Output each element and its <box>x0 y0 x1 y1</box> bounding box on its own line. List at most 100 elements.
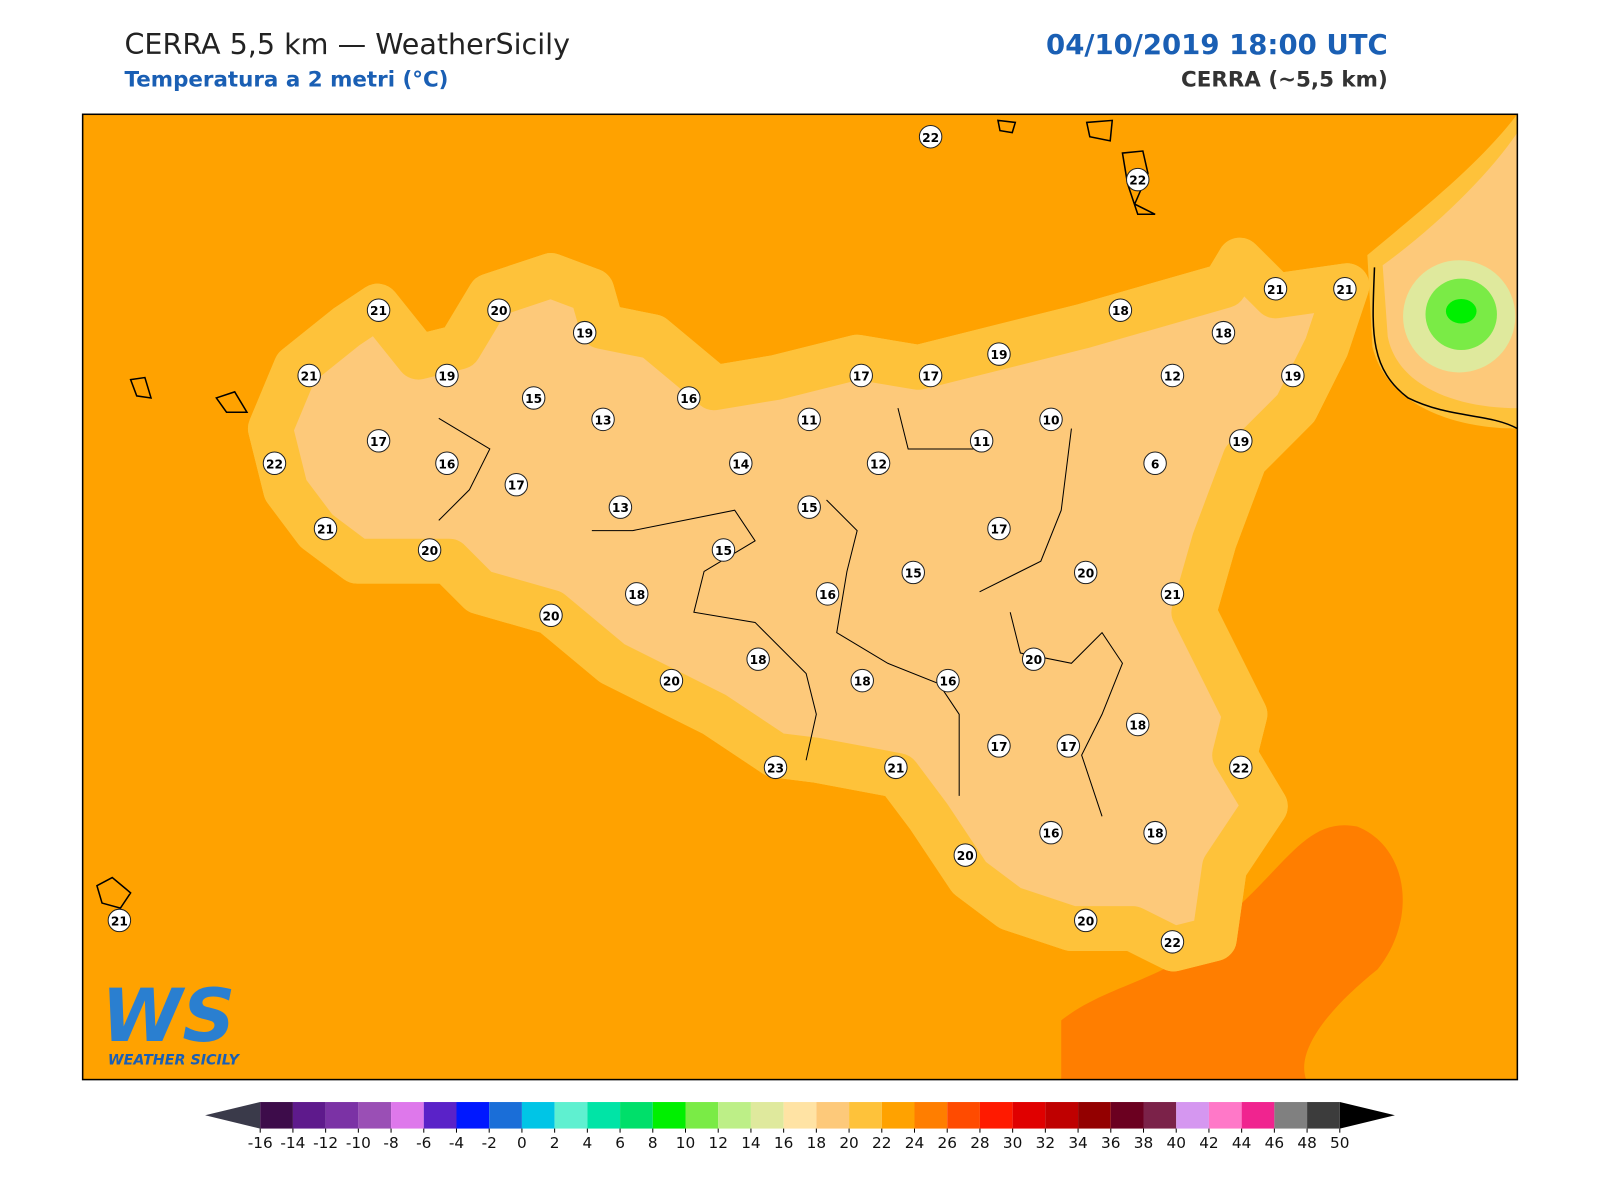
station-marker <box>1073 908 1098 933</box>
colorbar-segment <box>685 1102 719 1129</box>
station-value: 22 <box>922 131 939 145</box>
station-marker <box>866 451 891 475</box>
station-value: 12 <box>1164 370 1181 384</box>
colorbar-tick-label: 44 <box>1232 1134 1251 1152</box>
colorbar-segment <box>391 1102 424 1129</box>
station-marker <box>417 538 442 562</box>
colorbar-segment <box>947 1102 980 1129</box>
station-marker <box>591 407 615 432</box>
station-value: 15 <box>715 544 732 558</box>
colorbar-segment <box>783 1102 817 1129</box>
station-marker <box>1333 277 1357 301</box>
station-value: 16 <box>819 588 836 602</box>
station-value: 21 <box>887 761 904 775</box>
colorbar-tick-label: -2 <box>482 1134 497 1152</box>
colorbar-tick-label: 14 <box>741 1134 760 1152</box>
station-value: 17 <box>853 370 870 384</box>
station-value: 22 <box>1232 761 1249 775</box>
station-marker <box>1126 167 1150 192</box>
map-frame <box>81 113 1519 1081</box>
colorbar-tick-label: -6 <box>416 1134 431 1152</box>
station-value: 20 <box>1077 566 1094 580</box>
colorbar: -16 -14 -12 -10 -8 -6 -4 -2 0 2 4 6 8 10 12 14 16 18 20 22 2… <box>205 1102 1395 1152</box>
colorbar-tick-label: 0 <box>517 1134 527 1152</box>
station-marker <box>918 125 943 149</box>
station-marker <box>1229 429 1253 453</box>
colorbar-tick-label: 22 <box>872 1134 891 1152</box>
station-marker <box>969 429 994 453</box>
colorbar-segment <box>1176 1102 1209 1129</box>
station-marker <box>918 363 943 388</box>
colorbar-tick-label: 8 <box>648 1134 658 1152</box>
colorbar-segment <box>521 1102 555 1129</box>
subtitle: Temperatura a 2 metri (°C) <box>124 68 448 93</box>
colorbar-tick-label: 10 <box>676 1134 695 1152</box>
station-marker <box>763 755 788 780</box>
colorbar-segment <box>750 1102 784 1129</box>
model: CERRA (~5,5 km) <box>1181 68 1388 93</box>
station-marker <box>659 668 684 693</box>
station-value: 16 <box>939 675 956 689</box>
station-value: 19 <box>1232 435 1249 449</box>
station-marker <box>539 603 563 628</box>
colorbar-segment <box>1143 1102 1177 1129</box>
colorbar-tick-label: 36 <box>1101 1134 1120 1152</box>
colorbar-segment <box>1241 1102 1275 1129</box>
station-value: 20 <box>421 544 438 558</box>
colorbar-tick-label: 16 <box>774 1134 793 1152</box>
colorbar-tick-label: 30 <box>1003 1134 1022 1152</box>
station-marker <box>262 451 287 475</box>
station-marker <box>987 734 1011 758</box>
station-value: 20 <box>663 675 680 689</box>
station-value: 15 <box>525 392 542 406</box>
station-value: 19 <box>438 370 455 384</box>
station-value: 21 <box>1164 588 1181 602</box>
station-marker <box>1056 734 1081 758</box>
colorbar-segment <box>816 1102 850 1129</box>
colorbar-tick-label: 48 <box>1297 1134 1316 1152</box>
colorbar-tick-label: 24 <box>905 1134 924 1152</box>
colorbar-segment <box>849 1102 882 1129</box>
station-value: 21 <box>301 370 318 384</box>
colorbar-segment <box>423 1102 457 1129</box>
station-marker <box>1229 755 1253 780</box>
station-marker <box>435 451 459 475</box>
calabria-coast <box>1372 267 1518 430</box>
station-marker <box>366 298 391 322</box>
station-value: 19 <box>990 348 1007 362</box>
station-value: 20 <box>490 304 507 318</box>
station-value: 13 <box>612 501 629 515</box>
station-marker <box>107 908 132 933</box>
station-marker <box>366 429 391 453</box>
station-marker <box>729 451 753 475</box>
colorbar-tick-label: 42 <box>1199 1134 1218 1152</box>
station-value: 21 <box>370 304 387 318</box>
station-marker <box>711 538 736 562</box>
colorbar-segment <box>260 1102 293 1129</box>
colorbar-segment <box>652 1102 686 1129</box>
station-value: 22 <box>266 457 283 471</box>
station-value: 12 <box>870 457 887 471</box>
station-value: 18 <box>1112 304 1129 318</box>
colorbar-tick-label: 2 <box>550 1134 560 1152</box>
colorbar-segment <box>914 1102 948 1129</box>
colorbar-tick-label: 20 <box>839 1134 858 1152</box>
colorbar-over <box>1339 1102 1395 1129</box>
colorbar-tick-label: 38 <box>1134 1134 1153 1152</box>
station-marker <box>1073 560 1098 585</box>
station-value: 17 <box>370 435 387 449</box>
station-marker <box>1281 363 1305 388</box>
station-marker <box>987 516 1011 541</box>
station-marker <box>625 582 649 606</box>
station-marker <box>1126 712 1150 737</box>
colorbar-tick-label: 12 <box>708 1134 727 1152</box>
colorbar-segment <box>1274 1102 1308 1129</box>
colorbar-segment <box>554 1102 588 1129</box>
station-marker <box>901 560 925 585</box>
colorbar-segment <box>620 1102 653 1129</box>
station-value: 17 <box>990 523 1007 537</box>
station-value: 23 <box>767 761 784 775</box>
colorbar-tick-label: -8 <box>383 1134 398 1152</box>
station-value: 17 <box>990 740 1007 754</box>
